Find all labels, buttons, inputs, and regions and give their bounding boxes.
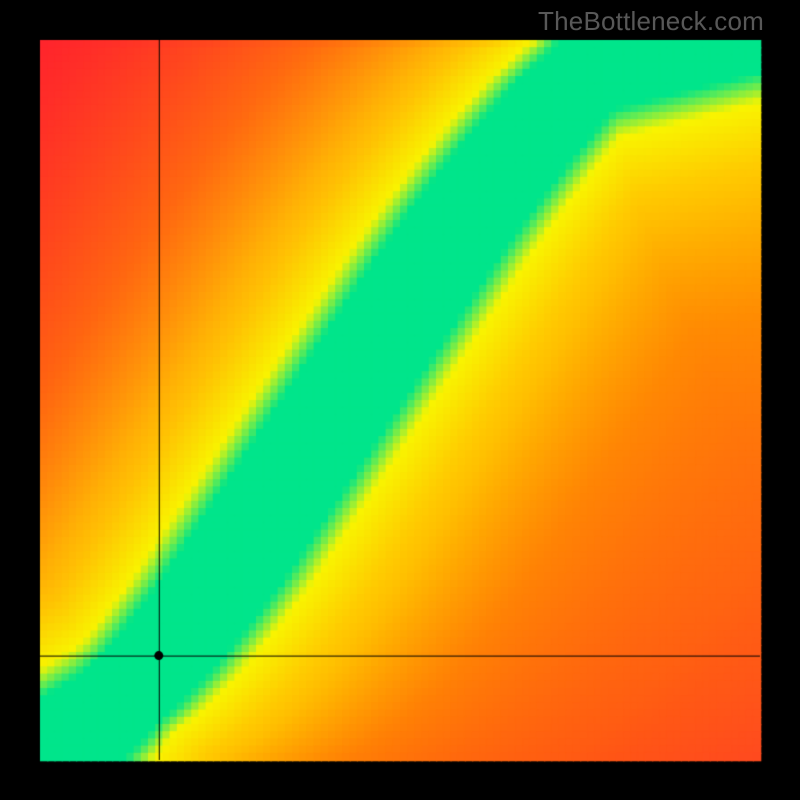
chart-container: TheBottleneck.com bbox=[0, 0, 800, 800]
watermark-text: TheBottleneck.com bbox=[538, 6, 764, 37]
bottleneck-heatmap bbox=[0, 0, 800, 800]
